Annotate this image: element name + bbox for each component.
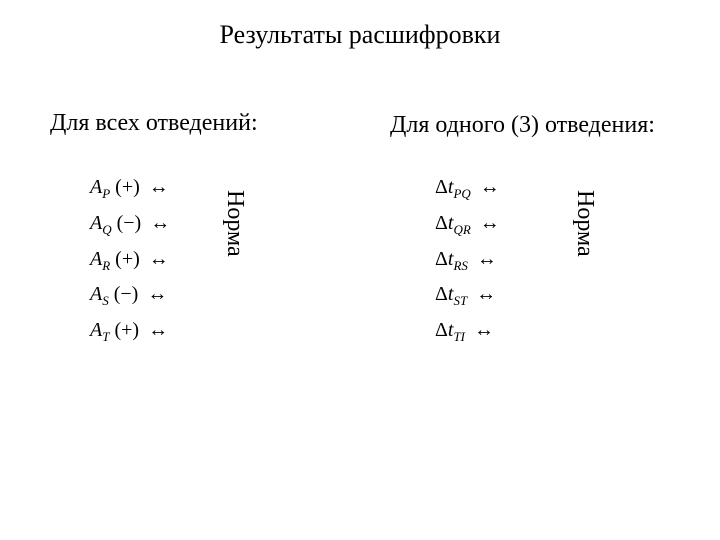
left-vertical-label: Норма <box>221 190 248 257</box>
double-arrow-icon: ↔ <box>149 170 169 205</box>
double-arrow-icon: ↔ <box>148 313 168 348</box>
formula-row: AP (+) ↔ <box>90 170 170 206</box>
double-arrow-icon: ↔ <box>476 277 496 312</box>
double-arrow-icon: ↔ <box>474 313 494 348</box>
formula-row: ΔtRS ↔ <box>435 242 500 278</box>
formula-row: AS (−) ↔ <box>90 277 170 313</box>
formula-row: AQ (−) ↔ <box>90 206 170 242</box>
right-formula-block: ΔtPQ ↔ΔtQR ↔ΔtRS ↔ΔtST ↔ΔtTI ↔ <box>435 170 500 349</box>
double-arrow-icon: ↔ <box>149 242 169 277</box>
double-arrow-icon: ↔ <box>480 170 500 205</box>
double-arrow-icon: ↔ <box>147 277 167 312</box>
formula-row: ΔtQR ↔ <box>435 206 500 242</box>
left-formula-block: AP (+) ↔AQ (−) ↔AR (+) ↔AS (−) ↔AT (+) ↔ <box>90 170 170 349</box>
right-vertical-label: Норма <box>571 190 598 257</box>
double-arrow-icon: ↔ <box>480 206 500 241</box>
slide: Результаты расшифровки Для всех отведени… <box>0 0 720 540</box>
right-heading: Для одного (3) отведения: <box>390 112 655 139</box>
double-arrow-icon: ↔ <box>150 206 170 241</box>
double-arrow-icon: ↔ <box>477 242 497 277</box>
formula-row: ΔtPQ ↔ <box>435 170 500 206</box>
left-heading: Для всех отведений: <box>50 110 258 137</box>
formula-row: AR (+) ↔ <box>90 242 170 278</box>
formula-row: AT (+) ↔ <box>90 313 170 349</box>
formula-row: ΔtTI ↔ <box>435 313 500 349</box>
page-title: Результаты расшифровки <box>0 20 720 50</box>
formula-row: ΔtST ↔ <box>435 277 500 313</box>
